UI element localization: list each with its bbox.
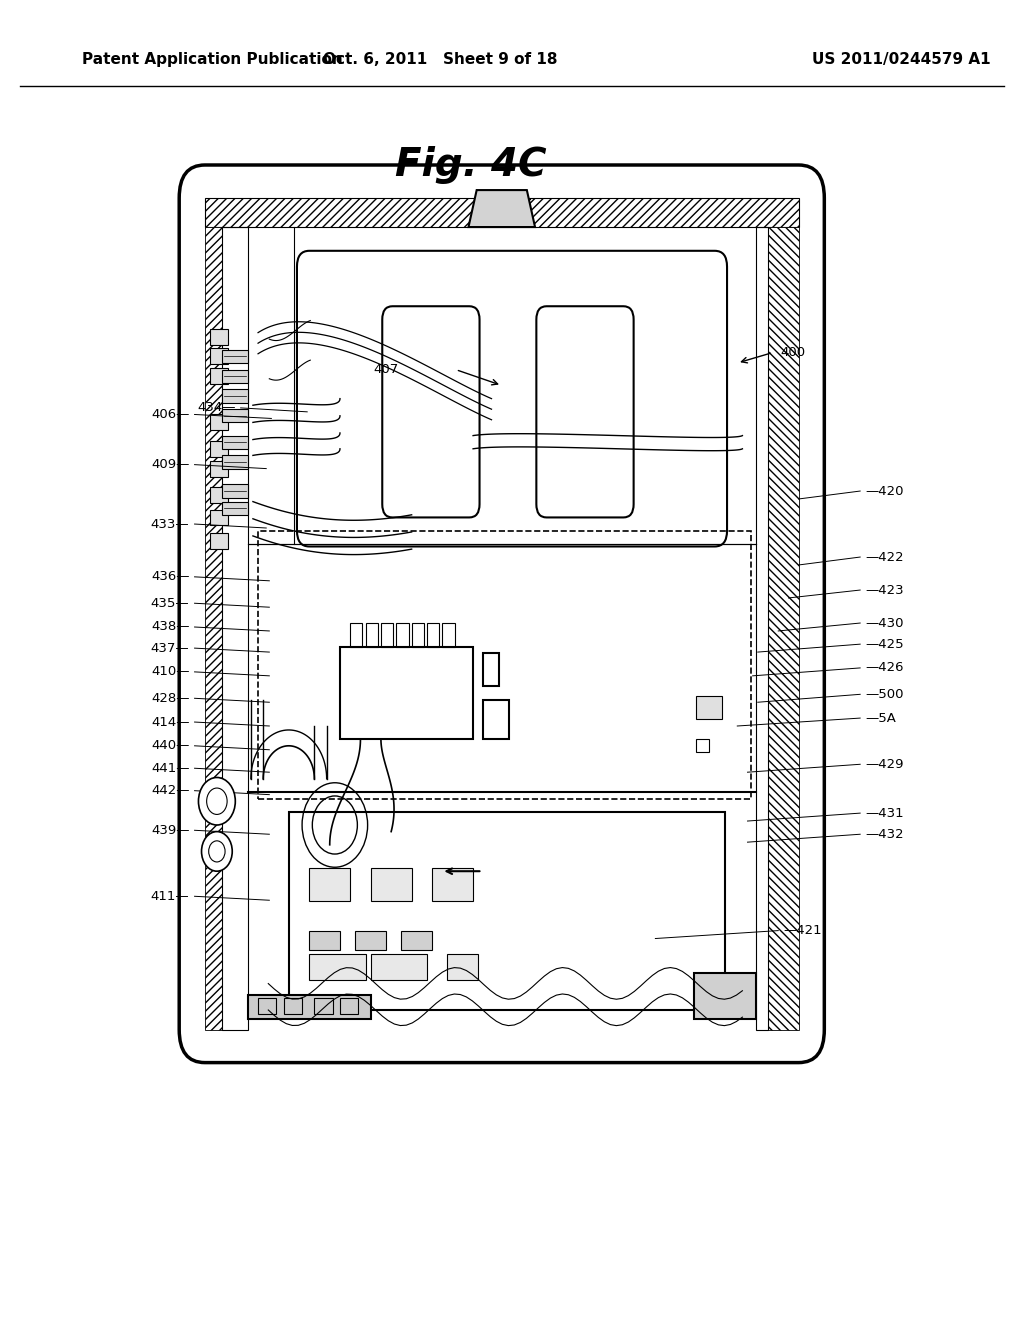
Text: Oct. 6, 2011   Sheet 9 of 18: Oct. 6, 2011 Sheet 9 of 18 bbox=[323, 51, 558, 67]
FancyBboxPatch shape bbox=[179, 165, 824, 1063]
Polygon shape bbox=[469, 190, 535, 227]
Text: 407: 407 bbox=[374, 363, 399, 376]
Text: 440—: 440— bbox=[152, 739, 189, 752]
Bar bbox=[696, 696, 722, 719]
Bar bbox=[284, 998, 302, 1014]
Text: 435—: 435— bbox=[151, 597, 189, 610]
Bar bbox=[210, 510, 228, 525]
Text: —5A: —5A bbox=[865, 711, 896, 725]
Bar bbox=[289, 812, 725, 1010]
Bar bbox=[210, 414, 228, 430]
Text: Patent Application Publication: Patent Application Publication bbox=[82, 51, 343, 67]
Bar bbox=[340, 647, 473, 739]
Circle shape bbox=[209, 841, 225, 862]
Bar bbox=[355, 931, 386, 950]
Text: —432: —432 bbox=[865, 828, 904, 841]
Bar bbox=[258, 998, 276, 1014]
Bar bbox=[222, 484, 248, 498]
Bar bbox=[309, 869, 350, 900]
Text: —431: —431 bbox=[865, 807, 904, 820]
Bar bbox=[222, 455, 248, 469]
Bar bbox=[222, 389, 248, 403]
Bar bbox=[340, 998, 358, 1014]
Text: 433—: 433— bbox=[151, 517, 189, 531]
Text: 414—: 414— bbox=[151, 715, 189, 729]
Bar bbox=[222, 436, 248, 449]
Bar bbox=[447, 953, 478, 979]
Bar bbox=[248, 995, 371, 1019]
Bar bbox=[205, 198, 799, 227]
Bar bbox=[381, 623, 393, 647]
Text: 436—: 436— bbox=[151, 570, 189, 583]
Text: —423: —423 bbox=[865, 583, 904, 597]
Bar bbox=[432, 869, 473, 900]
Text: 409—: 409— bbox=[152, 458, 189, 471]
Bar bbox=[696, 739, 709, 752]
Text: 441—: 441— bbox=[151, 762, 189, 775]
Bar bbox=[756, 227, 768, 1030]
Text: 411—: 411— bbox=[151, 890, 189, 903]
Bar bbox=[222, 502, 248, 515]
Text: 400: 400 bbox=[780, 346, 806, 359]
Bar bbox=[401, 931, 432, 950]
Bar bbox=[483, 700, 509, 739]
Bar bbox=[210, 348, 228, 364]
Bar bbox=[366, 623, 378, 647]
Bar bbox=[314, 998, 333, 1014]
Text: 406—: 406— bbox=[152, 408, 189, 421]
Text: 434—: 434— bbox=[197, 401, 236, 414]
Bar bbox=[412, 623, 424, 647]
Bar bbox=[258, 531, 751, 799]
Bar bbox=[205, 227, 222, 1030]
Text: Fig. 4C: Fig. 4C bbox=[395, 147, 547, 183]
Text: —430: —430 bbox=[865, 616, 904, 630]
Bar bbox=[210, 487, 228, 503]
Text: —426: —426 bbox=[865, 661, 904, 675]
Text: —422: —422 bbox=[865, 550, 904, 564]
Bar bbox=[210, 533, 228, 549]
Text: 438—: 438— bbox=[151, 620, 189, 634]
Bar bbox=[694, 973, 756, 1019]
Bar bbox=[309, 953, 366, 979]
Text: —500: —500 bbox=[865, 688, 904, 701]
Text: 428—: 428— bbox=[151, 692, 189, 705]
Circle shape bbox=[207, 788, 227, 814]
Text: US 2011/0244579 A1: US 2011/0244579 A1 bbox=[812, 51, 990, 67]
Bar bbox=[210, 441, 228, 457]
Bar bbox=[210, 461, 228, 477]
Circle shape bbox=[202, 832, 232, 871]
Bar bbox=[371, 869, 412, 900]
Bar bbox=[396, 623, 409, 647]
Bar bbox=[483, 653, 499, 686]
Circle shape bbox=[199, 777, 236, 825]
Text: 439—: 439— bbox=[151, 824, 189, 837]
Bar bbox=[210, 368, 228, 384]
Bar bbox=[222, 227, 248, 1030]
Bar bbox=[222, 350, 248, 363]
Text: —420: —420 bbox=[865, 484, 904, 498]
Text: —425: —425 bbox=[865, 638, 904, 651]
Bar bbox=[442, 623, 455, 647]
Bar bbox=[427, 623, 439, 647]
Text: 442—: 442— bbox=[151, 784, 189, 797]
Bar bbox=[350, 623, 362, 647]
Bar bbox=[222, 370, 248, 383]
Text: 410—: 410— bbox=[151, 665, 189, 678]
Text: —421: —421 bbox=[783, 924, 822, 937]
Bar bbox=[371, 953, 427, 979]
Bar bbox=[210, 329, 228, 345]
Bar bbox=[768, 227, 799, 1030]
Bar bbox=[222, 409, 248, 422]
Text: —429: —429 bbox=[865, 758, 904, 771]
Bar bbox=[309, 931, 340, 950]
Text: 437—: 437— bbox=[151, 642, 189, 655]
